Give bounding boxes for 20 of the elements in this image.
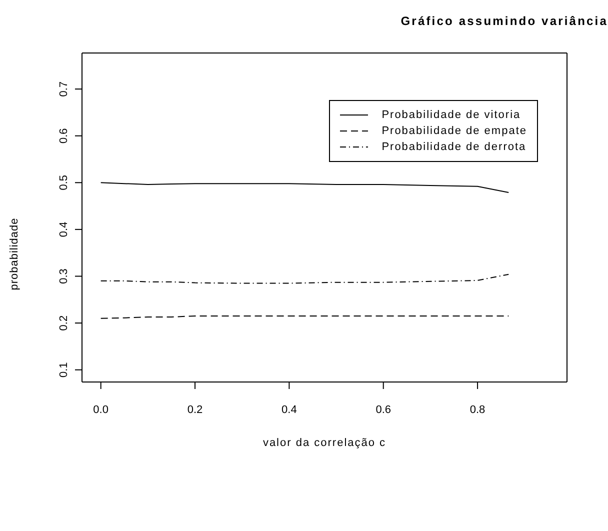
x-tick-label: 0.4 bbox=[282, 404, 297, 416]
y-tick-label: 0.1 bbox=[58, 362, 70, 378]
legend-label: Probabilidade de derrota bbox=[382, 141, 526, 153]
x-tick-label: 0.0 bbox=[93, 404, 108, 416]
legend-label: Probabilidade de vitoria bbox=[382, 109, 521, 121]
y-axis-title: probabilidade bbox=[8, 217, 20, 290]
x-tick-label: 0.6 bbox=[376, 404, 392, 416]
y-tick-label: 0.7 bbox=[58, 81, 70, 97]
chart-title: Gráfico assumindo variância bbox=[400, 14, 608, 28]
y-tick-label: 0.2 bbox=[58, 315, 70, 331]
y-tick-label: 0.3 bbox=[58, 268, 70, 284]
line-series bbox=[100, 182, 510, 193]
y-tick-label: 0.5 bbox=[58, 174, 70, 190]
line-series bbox=[100, 274, 510, 284]
y-tick-label: 0.4 bbox=[58, 222, 70, 238]
x-tick-label: 0.8 bbox=[470, 404, 486, 416]
x-axis-title: valor da correlação c bbox=[262, 437, 386, 449]
legend-label: Probabilidade de empate bbox=[382, 125, 527, 137]
y-tick-label: 0.6 bbox=[58, 128, 70, 144]
x-tick-label: 0.2 bbox=[187, 404, 203, 416]
